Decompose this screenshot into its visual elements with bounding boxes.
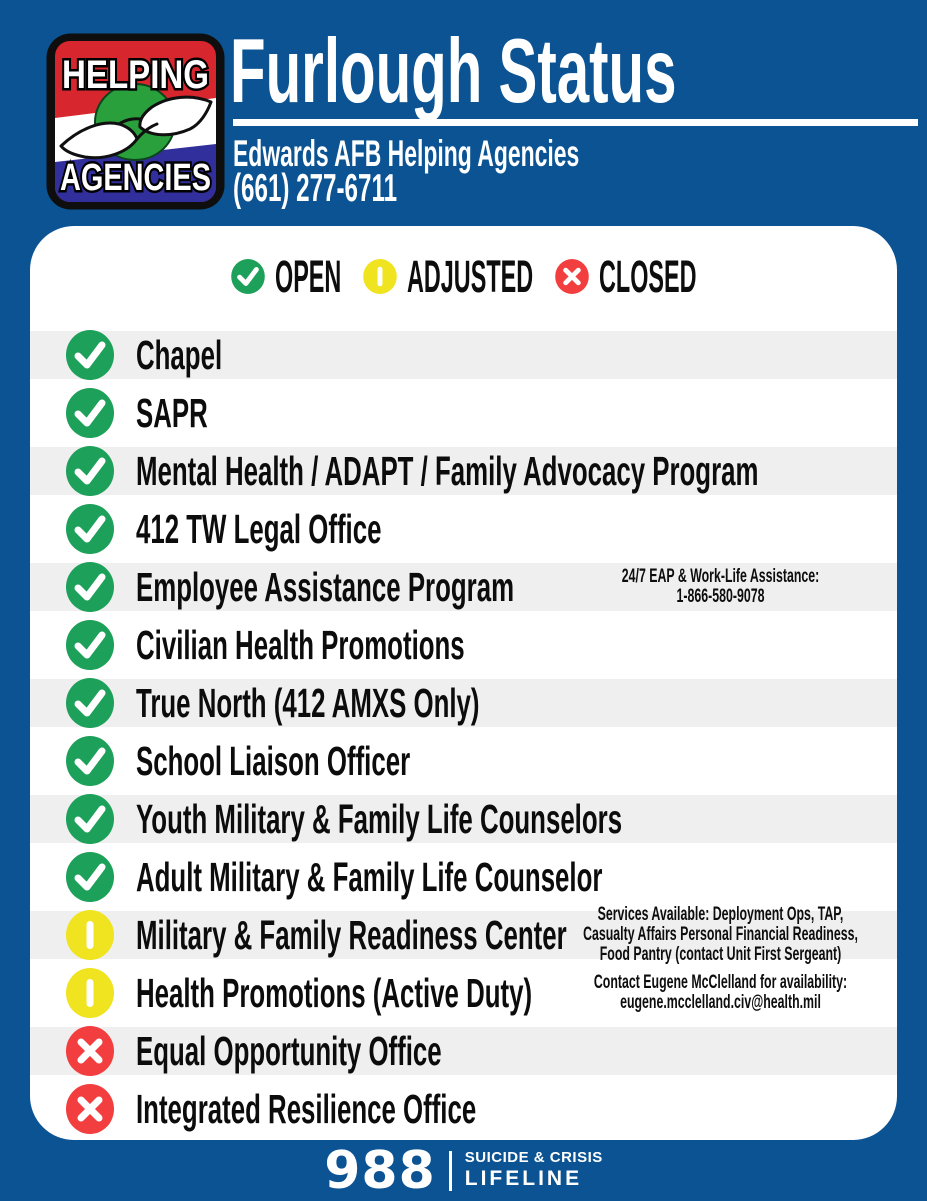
agency-row: 412 TW Legal Office	[30, 500, 897, 558]
adjusted-status-icon	[66, 910, 114, 960]
agency-row: SAPR	[30, 384, 897, 442]
agency-row: Chapel	[30, 326, 897, 384]
agency-name: Equal Opportunity Office	[136, 1027, 442, 1074]
header-subtitle: Edwards AFB Helping Agencies	[233, 133, 580, 174]
agency-row: Youth Military & Family Life Counselors	[30, 790, 897, 848]
agency-row: True North (412 AMXS Only)	[30, 674, 897, 732]
helping-agencies-logo: HELPING AGENCIES	[46, 33, 225, 210]
open-status-icon	[231, 258, 266, 294]
open-status-icon	[66, 852, 114, 902]
page-title: Furlough Status	[230, 21, 677, 122]
agency-name: SAPR	[136, 389, 208, 436]
agency-row: Adult Military & Family Life Counselor	[30, 848, 897, 906]
adjusted-status-icon	[363, 258, 397, 294]
agency-row: Employee Assistance Program 24/7 EAP & W…	[30, 558, 897, 616]
legend-item: ADJUSTED	[363, 254, 533, 299]
agency-row: Integrated Resilience Office	[30, 1080, 897, 1138]
open-status-icon	[66, 388, 114, 438]
open-status-icon	[66, 678, 114, 728]
header-phone: (661) 277-6711	[233, 167, 398, 210]
closed-status-icon	[66, 1084, 114, 1134]
lifeline-banner: 988 SUICIDE & CRISIS LIFELINE	[0, 1140, 927, 1201]
open-status-icon	[66, 620, 114, 670]
lifeline-tagline: SUICIDE & CRISIS LIFELINE	[464, 1149, 603, 1191]
agency-name: Employee Assistance Program	[136, 563, 515, 610]
agency-name: School Liaison Officer	[136, 737, 411, 784]
agency-note: 24/7 EAP & Work-Life Assistance: 1-866-5…	[621, 566, 820, 607]
open-status-icon	[66, 504, 114, 554]
agency-name: Mental Health / ADAPT / Family Advocacy …	[136, 447, 759, 494]
agency-row: Military & Family Readiness Center Servi…	[30, 904, 897, 965]
agency-name: Civilian Health Promotions	[136, 621, 465, 668]
title-underline	[233, 119, 918, 126]
legend-item: CLOSED	[554, 250, 697, 302]
agency-name: Health Promotions (Active Duty)	[136, 969, 533, 1016]
handshake-icon	[59, 95, 213, 160]
agency-row: Mental Health / ADAPT / Family Advocacy …	[30, 442, 897, 500]
header: HELPING AGENCIES Furlough Status Edwards…	[0, 0, 927, 226]
open-status-icon	[66, 562, 114, 612]
agency-note: Services Available: Deployment Ops, TAP,…	[583, 904, 858, 965]
agency-row: Civilian Health Promotions	[30, 616, 897, 674]
open-status-icon	[66, 446, 114, 496]
legend-label: CLOSED	[598, 250, 697, 302]
agency-name: Youth Military & Family Life Counselors	[136, 795, 623, 842]
lifeline-tagline-top: SUICIDE & CRISIS	[464, 1149, 603, 1167]
legend-label: OPEN	[275, 250, 342, 302]
agency-row: Equal Opportunity Office	[30, 1022, 897, 1080]
agency-name: Chapel	[136, 331, 223, 378]
lifeline-divider	[448, 1150, 452, 1191]
agency-row: Health Promotions (Active Duty) Contact …	[30, 964, 897, 1022]
logo-helping-text: HELPING	[62, 53, 209, 97]
status-legend: OPEN ADJUSTED CLOSED	[30, 226, 897, 326]
agency-name: True North (412 AMXS Only)	[136, 679, 480, 726]
open-status-icon	[66, 794, 114, 844]
logo-agencies-text: AGENCIES	[60, 157, 211, 199]
lifeline-number: 988	[324, 1140, 436, 1201]
status-card: OPEN ADJUSTED CLOSED Chapel SAPR	[30, 226, 897, 1140]
agency-list: Chapel SAPR Mental Health / ADAPT / Fami…	[30, 326, 897, 1138]
agency-name: 412 TW Legal Office	[136, 505, 382, 552]
legend-item: OPEN	[231, 250, 342, 302]
open-status-icon	[66, 330, 114, 380]
closed-status-icon	[554, 258, 589, 294]
adjusted-status-icon	[66, 968, 114, 1018]
lifeline-tagline-bottom: LIFELINE	[464, 1167, 583, 1191]
agency-name: Military & Family Readiness Center	[136, 911, 567, 958]
agency-note: Contact Eugene McClelland for availabili…	[593, 972, 848, 1013]
agency-name: Adult Military & Family Life Counselor	[136, 853, 603, 900]
legend-label: ADJUSTED	[407, 250, 534, 302]
agency-row: School Liaison Officer	[30, 732, 897, 790]
open-status-icon	[66, 736, 114, 786]
agency-name: Integrated Resilience Office	[136, 1085, 477, 1132]
closed-status-icon	[66, 1026, 114, 1076]
